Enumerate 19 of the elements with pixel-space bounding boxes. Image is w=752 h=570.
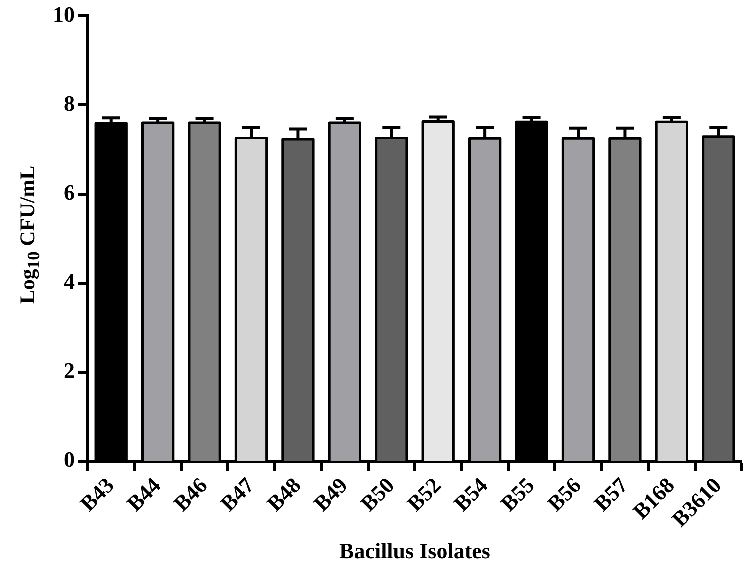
y-tick-label: 10 [53, 2, 75, 27]
x-tick-label: B49 [308, 472, 352, 516]
y-tick-label: 2 [64, 358, 75, 384]
x-tick-label: B47 [215, 472, 260, 516]
y-tick-label: 4 [64, 269, 75, 294]
x-tick-label: B50 [356, 472, 400, 516]
x-tick-label: B48 [262, 472, 306, 516]
x-tick-label: B43 [75, 472, 119, 516]
y-tick-label: 8 [64, 90, 75, 116]
x-tick-label: B54 [449, 472, 493, 516]
x-tick-label: B57 [589, 472, 633, 516]
x-tick-label: B56 [542, 472, 586, 516]
y-tick-label: 0 [64, 447, 75, 472]
x-tick-label: B44 [122, 472, 166, 516]
y-tick-label: 6 [64, 180, 75, 205]
x-tick-label: B46 [168, 472, 212, 516]
x-tick-label: B55 [496, 472, 540, 516]
x-tick-label: B52 [402, 472, 446, 516]
x-axis-title: Bacillus Isolates [340, 538, 491, 564]
